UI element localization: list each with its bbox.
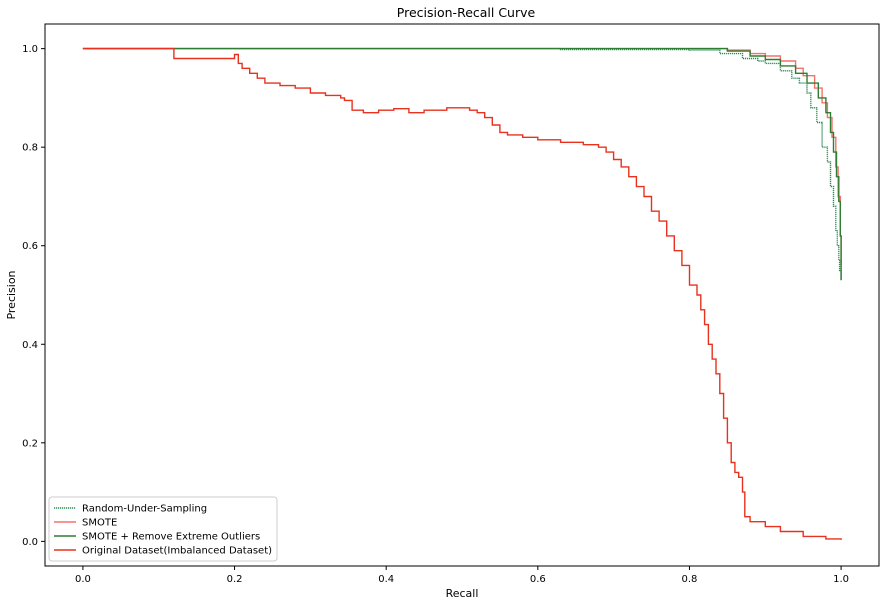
legend-label: Original Dataset(Imbalanced Dataset) <box>82 546 272 557</box>
x-tick-label: 0.6 <box>530 574 546 585</box>
x-tick-label: 0.0 <box>75 574 91 585</box>
series-line-1 <box>82 47 842 281</box>
y-tick-label: 1.0 <box>22 44 38 55</box>
x-axis-label: Recall <box>446 587 479 600</box>
y-tick-label: 0.2 <box>22 438 38 449</box>
legend-box <box>48 496 278 562</box>
y-axis: 0.0 0.2 0.4 0.6 0.8 1.0 <box>22 44 45 548</box>
x-tick-label: 0.4 <box>378 574 394 585</box>
y-tick-label: 0.8 <box>22 143 38 154</box>
y-axis-label: Precision <box>5 270 18 319</box>
legend-label: Random-Under-Sampling <box>82 504 207 515</box>
y-tick-label: 0.4 <box>22 340 38 351</box>
legend: Random-Under-Sampling SMOTE SMOTE + Remove… <box>48 496 278 562</box>
legend-label: SMOTE <box>82 518 117 529</box>
series-line-4 <box>82 47 842 540</box>
plot-frame <box>44 23 880 567</box>
series-line-3 <box>82 47 842 281</box>
y-tick-label: 0.0 <box>22 537 38 548</box>
x-axis: 0.0 0.2 0.4 0.6 0.8 1.0 <box>75 566 849 585</box>
x-tick-label: 0.8 <box>682 574 698 585</box>
x-tick-label: 1.0 <box>833 574 849 585</box>
y-tick-label: 0.6 <box>22 241 38 252</box>
x-tick-label: 0.2 <box>227 574 243 585</box>
series-layer <box>82 47 842 540</box>
series-line-2 <box>82 47 842 266</box>
legend-label: SMOTE + Remove Extreme Outliers <box>82 532 260 543</box>
chart-title: Precision-Recall Curve <box>397 5 536 20</box>
